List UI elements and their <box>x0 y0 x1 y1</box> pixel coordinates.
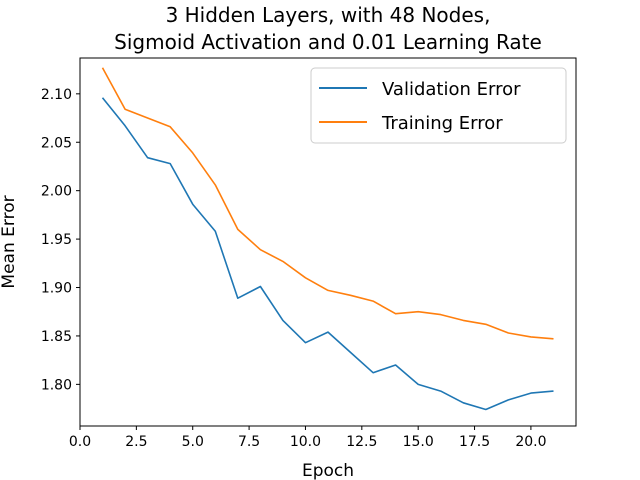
x-tick-label: 17.5 <box>459 434 490 450</box>
legend-box <box>310 67 567 144</box>
x-tick-label: 15.0 <box>403 434 434 450</box>
y-tick-label: 1.90 <box>41 281 72 297</box>
x-tick-label: 7.5 <box>238 434 260 450</box>
y-tick-label: 1.95 <box>41 232 72 248</box>
legend: Validation Error Training Error <box>310 67 567 144</box>
legend-label-training-error: Training Error <box>381 113 503 134</box>
x-tick-label: 20.0 <box>515 434 546 450</box>
x-tick-label: 10.0 <box>290 434 321 450</box>
series-layer <box>101 67 554 411</box>
x-tick-label: 5.0 <box>182 434 204 450</box>
x-axis-ticks: 0.0 2.5 5.0 7.5 10.0 12.5 15.0 17.5 20.0 <box>69 426 546 450</box>
chart-title-line1: 3 Hidden Layers, with 48 Nodes, <box>166 3 491 27</box>
y-tick-label: 2.00 <box>41 184 72 200</box>
y-tick-label: 1.80 <box>41 377 72 393</box>
y-tick-label: 2.05 <box>41 135 72 151</box>
plot-area-frame <box>79 57 577 427</box>
y-axis-ticks: 1.80 1.85 1.90 1.95 2.00 2.05 2.10 <box>41 87 80 393</box>
series-line-training-error <box>101 67 554 340</box>
y-tick-label: 1.85 <box>41 329 72 345</box>
y-axis-label: Mean Error <box>0 195 19 288</box>
y-tick-label: 2.10 <box>41 87 72 103</box>
x-tick-label: 12.5 <box>346 434 377 450</box>
legend-label-validation-error: Validation Error <box>382 79 521 100</box>
series-line-validation-error <box>101 97 554 411</box>
chart-title-line2: Sigmoid Activation and 0.01 Learning Rat… <box>114 30 542 54</box>
x-tick-label: 0.0 <box>69 434 91 450</box>
x-tick-label: 2.5 <box>125 434 147 450</box>
x-axis-label: Epoch <box>302 461 354 480</box>
